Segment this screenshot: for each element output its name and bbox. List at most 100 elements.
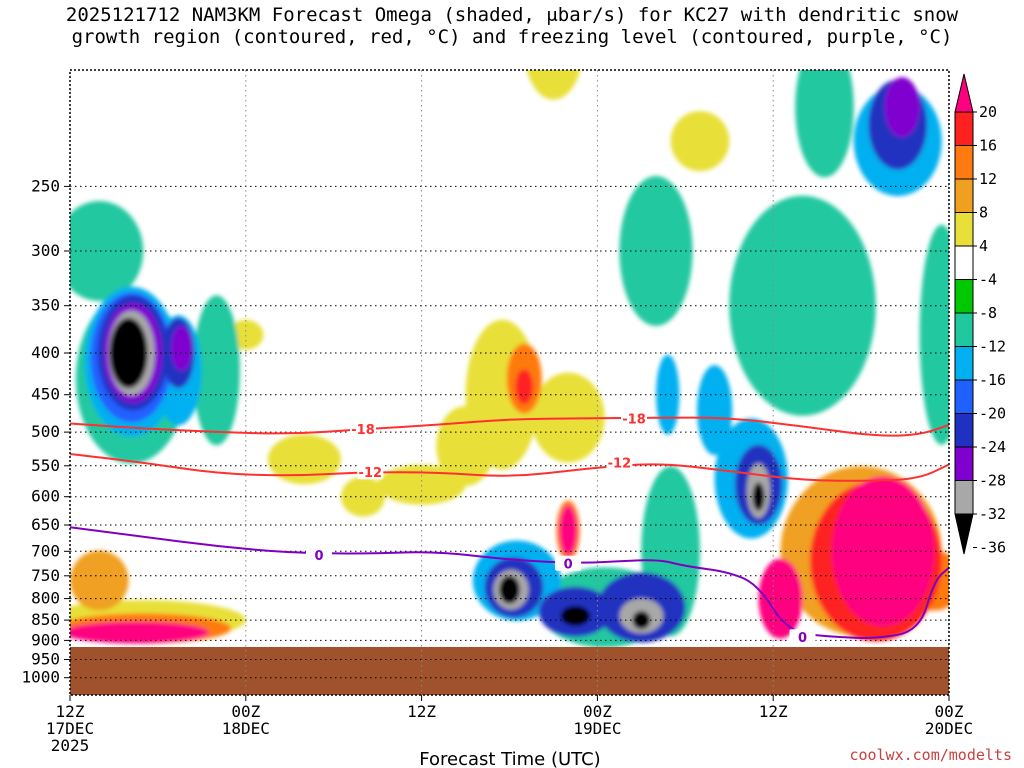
colorbar-label: -12 bbox=[979, 338, 1006, 356]
omega-cell bbox=[597, 0, 714, 58]
contour-label: -12 bbox=[608, 457, 632, 472]
y-tick-label: 850 bbox=[31, 610, 60, 629]
colorbar-label: -20 bbox=[979, 405, 1006, 423]
ground-below-surface bbox=[70, 647, 949, 695]
colorbar-label: -4 bbox=[979, 271, 997, 289]
omega-cell bbox=[70, 550, 129, 611]
y-tick-label: 900 bbox=[31, 630, 60, 649]
colorbar-label: -8 bbox=[979, 304, 997, 322]
contour-label-bg bbox=[555, 555, 582, 571]
omega-cell bbox=[560, 605, 591, 626]
omega-cell bbox=[70, 201, 144, 301]
y-tick-label: 500 bbox=[31, 422, 60, 441]
omega-cell bbox=[670, 111, 730, 172]
omega-cell bbox=[267, 434, 341, 485]
omega-cell bbox=[685, 0, 773, 35]
omega-cell bbox=[113, 319, 144, 378]
colorbar: 20 16 12 8 4 -4 -8 -12 -16 -20 -24 -28 -32 -36 bbox=[954, 73, 1006, 557]
colorbar-label: 20 bbox=[979, 103, 997, 121]
omega-cell bbox=[752, 482, 765, 511]
y-tick-label: 1000 bbox=[21, 668, 60, 687]
colorbar-swatch bbox=[954, 379, 974, 414]
colorbar-swatch bbox=[954, 346, 974, 381]
omega-cell bbox=[193, 295, 240, 446]
contour-line--18 bbox=[70, 416, 949, 437]
omega-cell bbox=[70, 621, 210, 644]
omega-cell bbox=[831, 476, 935, 627]
contour-label: -18 bbox=[622, 412, 646, 427]
colorbar-label: -24 bbox=[979, 438, 1006, 456]
y-tick-label: 300 bbox=[31, 241, 60, 260]
contour-line-0 bbox=[70, 526, 949, 639]
omega-cell bbox=[559, 505, 577, 556]
colorbar-swatch bbox=[954, 178, 974, 213]
x-tick-label: 12Z bbox=[407, 702, 436, 721]
contour-label-bg bbox=[357, 464, 384, 480]
x-tick-label: 17DEC bbox=[46, 719, 94, 738]
omega-cell bbox=[377, 464, 466, 505]
colorbar-label: 8 bbox=[979, 204, 988, 222]
y-axis-ticks: 2503003504004505005506006507007508008509… bbox=[21, 176, 70, 687]
contour-label-bg bbox=[606, 454, 633, 470]
y-tick-label: 800 bbox=[31, 589, 60, 608]
colorbar-label: -36 bbox=[979, 539, 1006, 557]
contour-label-bg bbox=[350, 421, 376, 437]
contour-label-bg bbox=[789, 629, 816, 645]
omega-cell bbox=[656, 354, 680, 435]
x-tick-label: 2025 bbox=[51, 736, 90, 755]
contour-label: -12 bbox=[359, 466, 383, 481]
y-tick-label: 600 bbox=[31, 487, 60, 506]
colorbar-label: -16 bbox=[979, 371, 1006, 389]
omega-cell bbox=[795, 70, 854, 178]
contour-label-bg bbox=[306, 546, 332, 562]
omega-shading bbox=[70, 0, 949, 648]
y-tick-label: 250 bbox=[31, 176, 60, 195]
x-tick-label: 00Z bbox=[231, 702, 260, 721]
colorbar-swatch bbox=[954, 145, 974, 180]
credit-text: coolwx.com/modelts bbox=[849, 746, 1012, 764]
omega-cell bbox=[884, 77, 920, 138]
plot-area: -18 -18 -12 -12 0 0 0 bbox=[69, 0, 950, 696]
colorbar-swatch-top bbox=[954, 73, 974, 113]
colorbar-label: -28 bbox=[979, 472, 1006, 490]
chart-title-line-1: 2025121712 NAM3KM Forecast Omega (shaded… bbox=[65, 4, 959, 26]
y-tick-label: 450 bbox=[31, 385, 60, 404]
y-tick-label: 650 bbox=[31, 515, 60, 534]
colorbar-swatch bbox=[954, 446, 974, 481]
colorbar-swatch bbox=[954, 212, 974, 247]
colorbar-label: 16 bbox=[979, 137, 997, 155]
colorbar-swatch bbox=[954, 245, 974, 280]
omega-cell bbox=[499, 575, 520, 604]
y-tick-label: 400 bbox=[31, 343, 60, 362]
x-tick-label: 18DEC bbox=[222, 719, 270, 738]
x-tick-label: 12Z bbox=[56, 702, 85, 721]
contour-label: 0 bbox=[798, 631, 807, 646]
chart-title-line-2: growth region (contoured, red, °C) and f… bbox=[71, 26, 953, 48]
colorbar-label: -32 bbox=[979, 505, 1006, 523]
x-tick-label: 20DEC bbox=[925, 719, 973, 738]
colorbar-swatch bbox=[954, 111, 974, 146]
colorbar-swatch-bottom bbox=[954, 513, 974, 555]
colorbar-swatch bbox=[954, 413, 974, 448]
omega-cell bbox=[697, 365, 733, 456]
omega-field bbox=[70, 0, 949, 648]
omega-cell bbox=[171, 326, 192, 371]
omega-cell bbox=[341, 476, 385, 517]
y-tick-label: 750 bbox=[31, 566, 60, 585]
contour-label: -18 bbox=[351, 423, 375, 438]
y-tick-label: 950 bbox=[31, 650, 60, 669]
colorbar-swatch bbox=[954, 312, 974, 347]
x-tick-label: 19DEC bbox=[573, 719, 621, 738]
colorbar-swatch bbox=[954, 279, 974, 314]
omega-cell bbox=[919, 224, 949, 445]
omega-cell bbox=[515, 369, 533, 405]
y-tick-label: 700 bbox=[31, 541, 60, 560]
contour-line--12 bbox=[70, 453, 949, 482]
grid-lines bbox=[70, 70, 949, 695]
x-axis-label: Forecast Time (UTC) bbox=[419, 749, 600, 768]
x-tick-label: 00Z bbox=[935, 702, 964, 721]
y-tick-label: 350 bbox=[31, 296, 60, 315]
contour-label: 0 bbox=[314, 549, 323, 564]
x-tick-label: 12Z bbox=[759, 702, 788, 721]
